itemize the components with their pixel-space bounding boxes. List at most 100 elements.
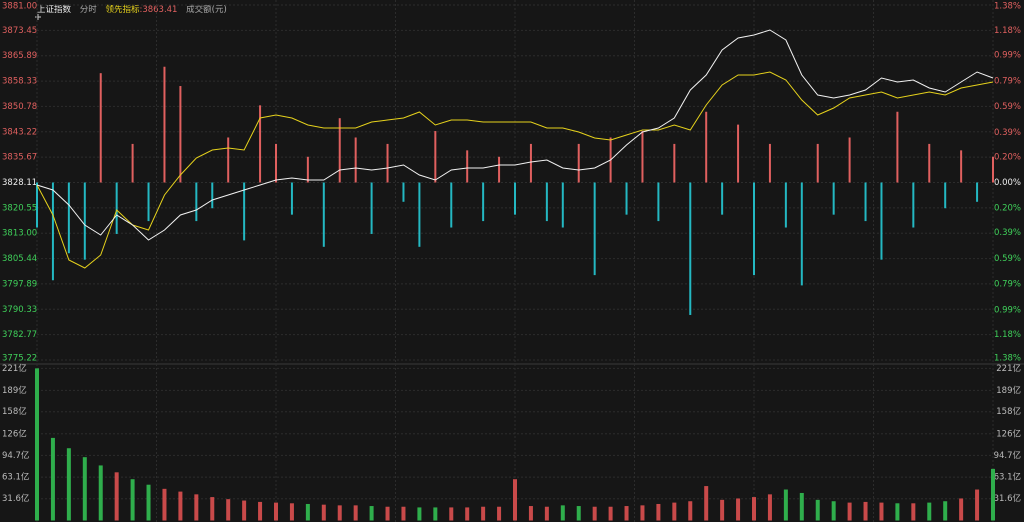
- volume-bar: [943, 501, 948, 521]
- volume-bar: [82, 457, 87, 521]
- breadth-bar: [928, 143, 931, 183]
- y-tick-label: 3835.67: [2, 153, 37, 163]
- y2-tick-label: 1.18%: [994, 26, 1021, 36]
- breadth-bar: [848, 137, 851, 183]
- y-tick-label: 126亿: [2, 428, 27, 439]
- breadth-bar: [514, 182, 516, 215]
- volume-label: 成交额(元): [186, 4, 227, 15]
- volume-bar: [799, 492, 804, 521]
- breadth-bar: [832, 182, 835, 215]
- y2-tick-label: 94.7亿: [994, 450, 1021, 461]
- volume-bar: [98, 465, 103, 521]
- breadth-bar: [115, 182, 118, 234]
- breadth-bar: [545, 182, 548, 222]
- volume-bar: [847, 502, 852, 521]
- breadth-bar: [243, 182, 246, 241]
- volume-bar: [337, 505, 342, 521]
- volume-bar: [959, 498, 964, 521]
- legend-value: :3863.41: [139, 5, 177, 15]
- volume-bar: [592, 506, 597, 521]
- index-name: 上证指数: [37, 4, 72, 15]
- breadth-bar: [896, 111, 899, 183]
- breadth-bar: [402, 182, 405, 202]
- volume-bar: [321, 504, 326, 521]
- y-tick-label: 3873.45: [2, 26, 37, 36]
- volume-bar: [688, 501, 693, 521]
- y-tick-label: 31.6亿: [2, 493, 29, 504]
- breadth-bar: [625, 182, 628, 215]
- volume-bar: [433, 507, 438, 521]
- y-tick-label: 158亿: [2, 406, 27, 417]
- breadth-bar: [418, 182, 421, 247]
- breadth-bar: [370, 182, 373, 234]
- y-tick-label: 94.7亿: [2, 450, 29, 461]
- breadth-bar: [67, 182, 70, 254]
- y-tick-label: 3775.22: [2, 354, 37, 364]
- breadth-bar: [51, 182, 54, 281]
- y2-tick-label: 0.59%: [994, 102, 1021, 112]
- breadth-bar: [211, 182, 214, 209]
- y2-tick-label: 1.18%: [994, 330, 1021, 340]
- breadth-bar: [768, 143, 771, 183]
- volume-bar: [497, 506, 502, 521]
- y2-tick-label: 63.1亿: [994, 472, 1021, 483]
- y2-tick-label: 0.20%: [994, 152, 1021, 162]
- breadth-bar: [737, 124, 740, 183]
- cursor: [35, 14, 41, 20]
- breadth-bar: [275, 143, 277, 183]
- y2-tick-label: 0.00%: [994, 178, 1021, 188]
- breadth-bar: [864, 182, 867, 222]
- breadth-bar: [482, 182, 485, 222]
- y-tick-label: 3828.11: [2, 178, 37, 188]
- breadth-bar: [976, 182, 979, 202]
- y-tick-label: 3805.44: [2, 254, 37, 264]
- volume-bar: [162, 488, 167, 521]
- breadth-bar: [83, 182, 86, 260]
- y-tick-label: 3782.77: [2, 330, 37, 340]
- breadth-bar: [593, 182, 596, 276]
- volume-bar: [258, 501, 263, 521]
- breadth-bar: [147, 182, 150, 222]
- breadth-bar: [561, 182, 564, 228]
- volume-bar: [417, 507, 422, 521]
- breadth-bar: [784, 182, 787, 228]
- breadth-bar: [800, 182, 803, 286]
- breadth-bar: [434, 131, 437, 183]
- volume-bar: [991, 468, 995, 521]
- y-tick-label: 3790.33: [2, 305, 37, 315]
- y2-tick-label: 158亿: [996, 406, 1021, 417]
- y2-tick-label: 0.39%: [994, 228, 1021, 238]
- breadth-bar: [816, 143, 819, 183]
- volume-bar: [879, 502, 884, 521]
- volume-bar: [672, 502, 677, 521]
- breadth-bar: [99, 73, 102, 183]
- volume-bar: [130, 479, 135, 521]
- volume-bar: [704, 486, 709, 521]
- volume-bar: [911, 503, 916, 521]
- y2-tick-label: 189亿: [996, 385, 1021, 396]
- volume-bar: [783, 489, 788, 521]
- volume-bar: [146, 484, 151, 521]
- volume-bar: [385, 506, 390, 521]
- y-tick-label: 3865.89: [2, 51, 37, 61]
- volume-bar: [831, 501, 836, 521]
- y2-tick-label: 0.59%: [994, 254, 1021, 264]
- breadth-bar: [689, 182, 692, 315]
- y2-tick-label: 1.38%: [994, 2, 1021, 12]
- y2-tick-label: 0.99%: [994, 51, 1021, 61]
- y2-tick-label: 0.99%: [994, 305, 1021, 315]
- y2-tick-label: 0.79%: [994, 76, 1021, 86]
- volume-bar: [975, 489, 980, 521]
- y-tick-label: 3797.89: [2, 279, 37, 289]
- breadth-bar: [306, 156, 309, 183]
- volume-bar: [895, 503, 900, 521]
- volume-bar: [752, 497, 756, 521]
- volume-bar: [608, 506, 613, 521]
- breadth-bar: [673, 143, 676, 183]
- breadth-bar: [912, 182, 915, 228]
- y2-tick-label: 0.79%: [994, 280, 1021, 290]
- breadth-bar: [179, 86, 182, 183]
- volume-bar: [401, 506, 406, 521]
- y-tick-label: 3858.33: [2, 77, 37, 87]
- volume-bar: [481, 506, 486, 521]
